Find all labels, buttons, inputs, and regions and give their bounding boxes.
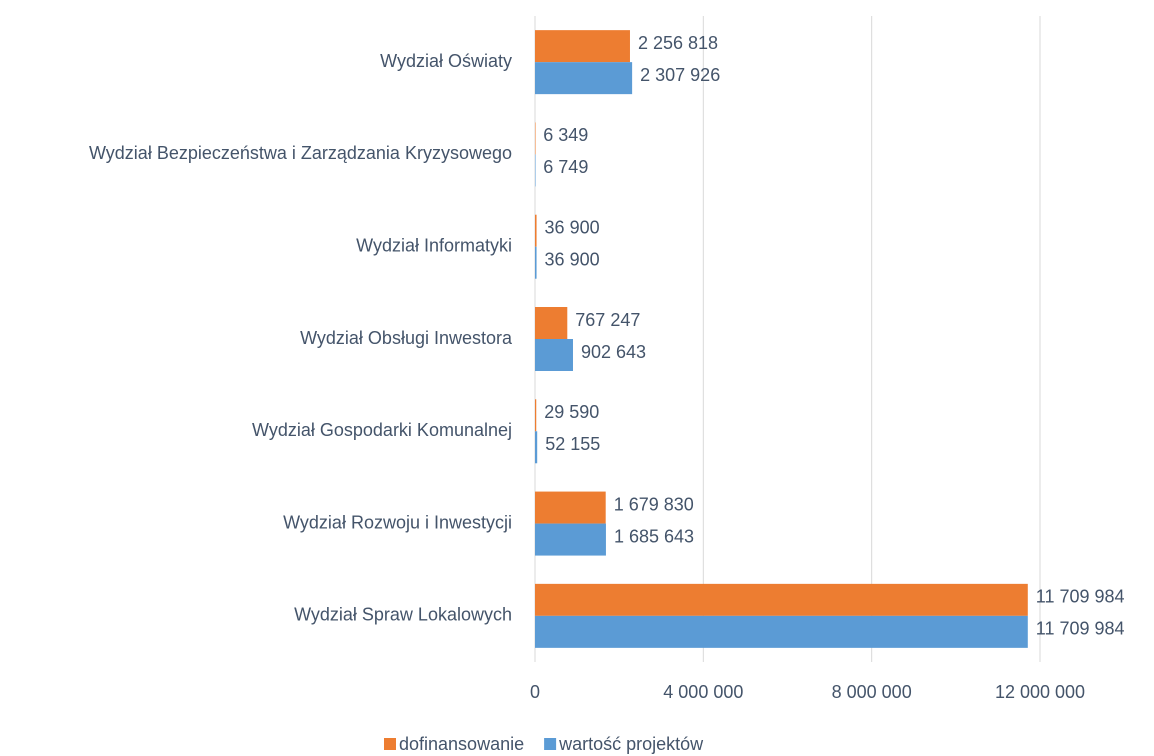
bar <box>535 431 538 464</box>
x-tick-label: 8 000 000 <box>832 682 912 702</box>
x-tick-label: 0 <box>530 682 540 702</box>
bar <box>535 30 630 63</box>
legend-swatch <box>544 738 557 750</box>
legend-label: dofinansowanie <box>399 734 524 754</box>
x-tick-label: 4 000 000 <box>663 682 743 702</box>
x-tick-label: 12 000 000 <box>995 682 1085 702</box>
bar <box>535 154 536 187</box>
y-tick-label: Wydział Spraw Lokalowych <box>294 605 512 625</box>
y-tick-label: Wydział Rozwoju i Inwestycji <box>283 512 512 532</box>
legend-label: wartość projektów <box>558 734 704 754</box>
y-tick-label: Wydział Oświaty <box>380 51 512 71</box>
data-label: 36 900 <box>545 217 600 237</box>
bar <box>535 214 537 247</box>
y-tick-label: Wydział Bezpieczeństwa i Zarządzania Kry… <box>89 143 512 163</box>
data-label: 2 256 818 <box>638 33 718 53</box>
y-tick-label: Wydział Informatyki <box>356 235 512 255</box>
data-label: 902 643 <box>581 342 646 362</box>
y-tick-label: Wydział Obsługi Inwestora <box>300 328 513 348</box>
data-label: 1 679 830 <box>614 494 694 514</box>
bar <box>535 62 633 95</box>
data-label: 11 709 984 <box>1036 587 1125 607</box>
bar <box>535 307 568 339</box>
bar <box>535 399 537 432</box>
bar <box>535 583 1028 616</box>
bar <box>535 246 537 279</box>
data-label: 11 709 984 <box>1036 619 1125 639</box>
data-label: 6 349 <box>543 125 588 145</box>
data-label: 52 155 <box>545 434 600 454</box>
bar <box>535 491 606 524</box>
legend-swatch <box>384 738 396 750</box>
y-tick-label: Wydział Gospodarki Komunalnej <box>252 420 512 440</box>
data-label: 29 590 <box>544 402 599 422</box>
data-label: 2 307 926 <box>640 65 720 85</box>
bar <box>535 615 1028 648</box>
data-label: 36 900 <box>545 249 600 269</box>
bar <box>535 523 606 556</box>
data-label: 6 749 <box>543 157 588 177</box>
data-label: 767 247 <box>575 310 640 330</box>
bar <box>535 122 536 155</box>
data-label: 1 685 643 <box>614 526 694 546</box>
bar <box>535 339 573 371</box>
